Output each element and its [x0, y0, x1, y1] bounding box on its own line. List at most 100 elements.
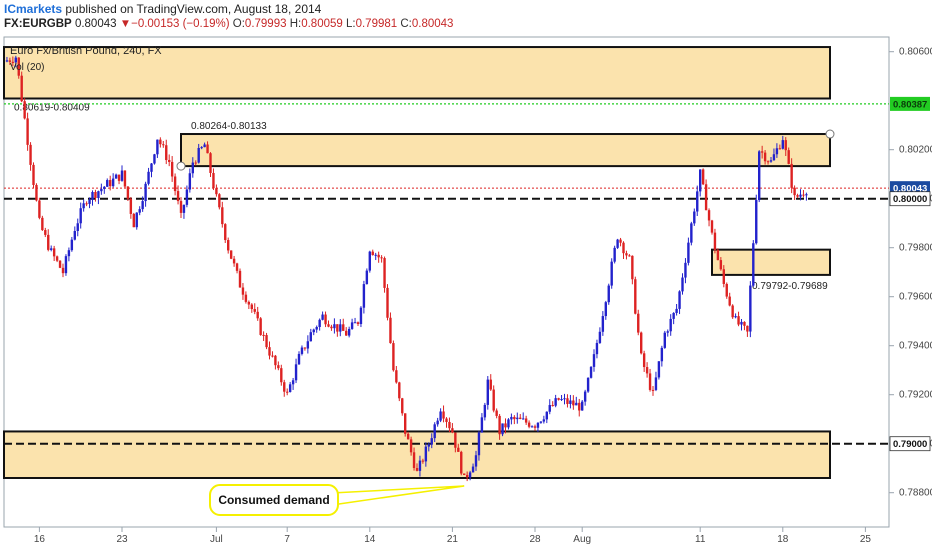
candle-body[interactable]	[135, 212, 138, 228]
candle-body[interactable]	[406, 433, 410, 440]
candle-body[interactable]	[583, 391, 587, 402]
candle-body[interactable]	[395, 370, 398, 383]
candle-body[interactable]	[533, 426, 537, 428]
candle-body[interactable]	[545, 411, 548, 420]
candle-body[interactable]	[604, 302, 607, 317]
candle-body[interactable]	[439, 411, 442, 421]
candle-body[interactable]	[262, 334, 265, 336]
candle-body[interactable]	[412, 452, 416, 469]
candle-body[interactable]	[675, 308, 678, 313]
candle-body[interactable]	[50, 248, 53, 250]
candle-body[interactable]	[250, 304, 253, 310]
candle-body[interactable]	[88, 199, 91, 204]
callout-box[interactable]	[209, 484, 339, 516]
candle-body[interactable]	[743, 321, 746, 326]
candle-body[interactable]	[701, 169, 705, 185]
candle-body[interactable]	[129, 198, 133, 214]
candle-body[interactable]	[645, 367, 649, 374]
candle-body[interactable]	[294, 364, 298, 381]
candle-body[interactable]	[448, 421, 451, 429]
candle-body[interactable]	[188, 173, 192, 190]
candle-body[interactable]	[749, 285, 752, 332]
candle-body[interactable]	[625, 253, 628, 256]
candle-body[interactable]	[120, 170, 124, 181]
candle-body[interactable]	[206, 144, 209, 154]
candle-body[interactable]	[696, 191, 699, 212]
candle-body[interactable]	[681, 277, 684, 292]
candle-body[interactable]	[663, 332, 666, 348]
candle-body[interactable]	[457, 447, 460, 452]
candle-body[interactable]	[489, 379, 492, 390]
candle-body[interactable]	[766, 161, 770, 163]
candle-body[interactable]	[722, 269, 725, 284]
candle-body[interactable]	[524, 418, 528, 423]
candle-body[interactable]	[265, 335, 268, 348]
candle-body[interactable]	[227, 240, 230, 251]
candle-body[interactable]	[271, 355, 274, 357]
candle-body[interactable]	[58, 260, 62, 268]
candle-body[interactable]	[690, 223, 693, 243]
candle-body[interactable]	[70, 239, 74, 251]
candle-body[interactable]	[144, 183, 147, 202]
candle-body[interactable]	[333, 324, 336, 329]
candle-body[interactable]	[162, 144, 165, 146]
candle-body[interactable]	[191, 162, 194, 174]
candle-body[interactable]	[578, 402, 581, 411]
candle-body[interactable]	[569, 400, 572, 404]
candle-body[interactable]	[401, 398, 404, 414]
candle-body[interactable]	[132, 213, 135, 228]
candle-body[interactable]	[209, 153, 212, 173]
candle-body[interactable]	[283, 382, 286, 392]
candle-body[interactable]	[483, 404, 487, 418]
candle-body[interactable]	[218, 194, 221, 208]
candle-body[interactable]	[44, 230, 47, 235]
candle-body[interactable]	[775, 148, 779, 155]
candle-body[interactable]	[82, 203, 85, 209]
candle-body[interactable]	[421, 460, 425, 462]
candle-body[interactable]	[433, 424, 436, 439]
candle-body[interactable]	[669, 318, 672, 332]
candle-body[interactable]	[114, 174, 118, 179]
candle-body[interactable]	[492, 389, 495, 411]
candle-body[interactable]	[519, 417, 522, 419]
candle-body[interactable]	[522, 418, 525, 420]
candle-body[interactable]	[197, 147, 200, 163]
candle-body[interactable]	[280, 368, 283, 383]
candle-body[interactable]	[383, 258, 386, 288]
candle-body[interactable]	[404, 413, 407, 434]
candle-body[interactable]	[100, 188, 103, 192]
candle-body[interactable]	[156, 139, 159, 155]
candle-body[interactable]	[465, 474, 469, 478]
candle-body[interactable]	[232, 258, 236, 264]
candle-body[interactable]	[563, 398, 566, 400]
candle-body[interactable]	[501, 423, 504, 435]
candle-body[interactable]	[224, 224, 227, 241]
candle-body[interactable]	[527, 422, 531, 427]
candle-body[interactable]	[781, 140, 784, 149]
candle-body[interactable]	[731, 305, 734, 318]
candle-body[interactable]	[799, 194, 802, 197]
volume-indicator-label[interactable]: Vol (20)	[10, 62, 44, 73]
candle-body[interactable]	[719, 260, 723, 270]
candle-body[interactable]	[598, 331, 602, 343]
candle-body[interactable]	[495, 410, 498, 416]
candle-body[interactable]	[648, 373, 652, 390]
candle-body[interactable]	[734, 316, 737, 318]
candle-body[interactable]	[41, 217, 44, 231]
candle-body[interactable]	[111, 178, 115, 187]
candle-body[interactable]	[725, 283, 728, 297]
candle-body[interactable]	[589, 366, 593, 378]
candle-body[interactable]	[247, 301, 251, 305]
candle-body[interactable]	[179, 201, 183, 213]
candle-body[interactable]	[362, 284, 366, 308]
candle-body[interactable]	[607, 285, 610, 303]
candle-body[interactable]	[182, 204, 186, 213]
candle-body[interactable]	[398, 382, 401, 399]
candle-body[interactable]	[353, 322, 357, 324]
candle-body[interactable]	[486, 379, 489, 405]
candle-body[interactable]	[513, 416, 516, 420]
candle-body[interactable]	[20, 75, 23, 102]
candle-body[interactable]	[356, 322, 360, 325]
candle-body[interactable]	[380, 257, 383, 259]
